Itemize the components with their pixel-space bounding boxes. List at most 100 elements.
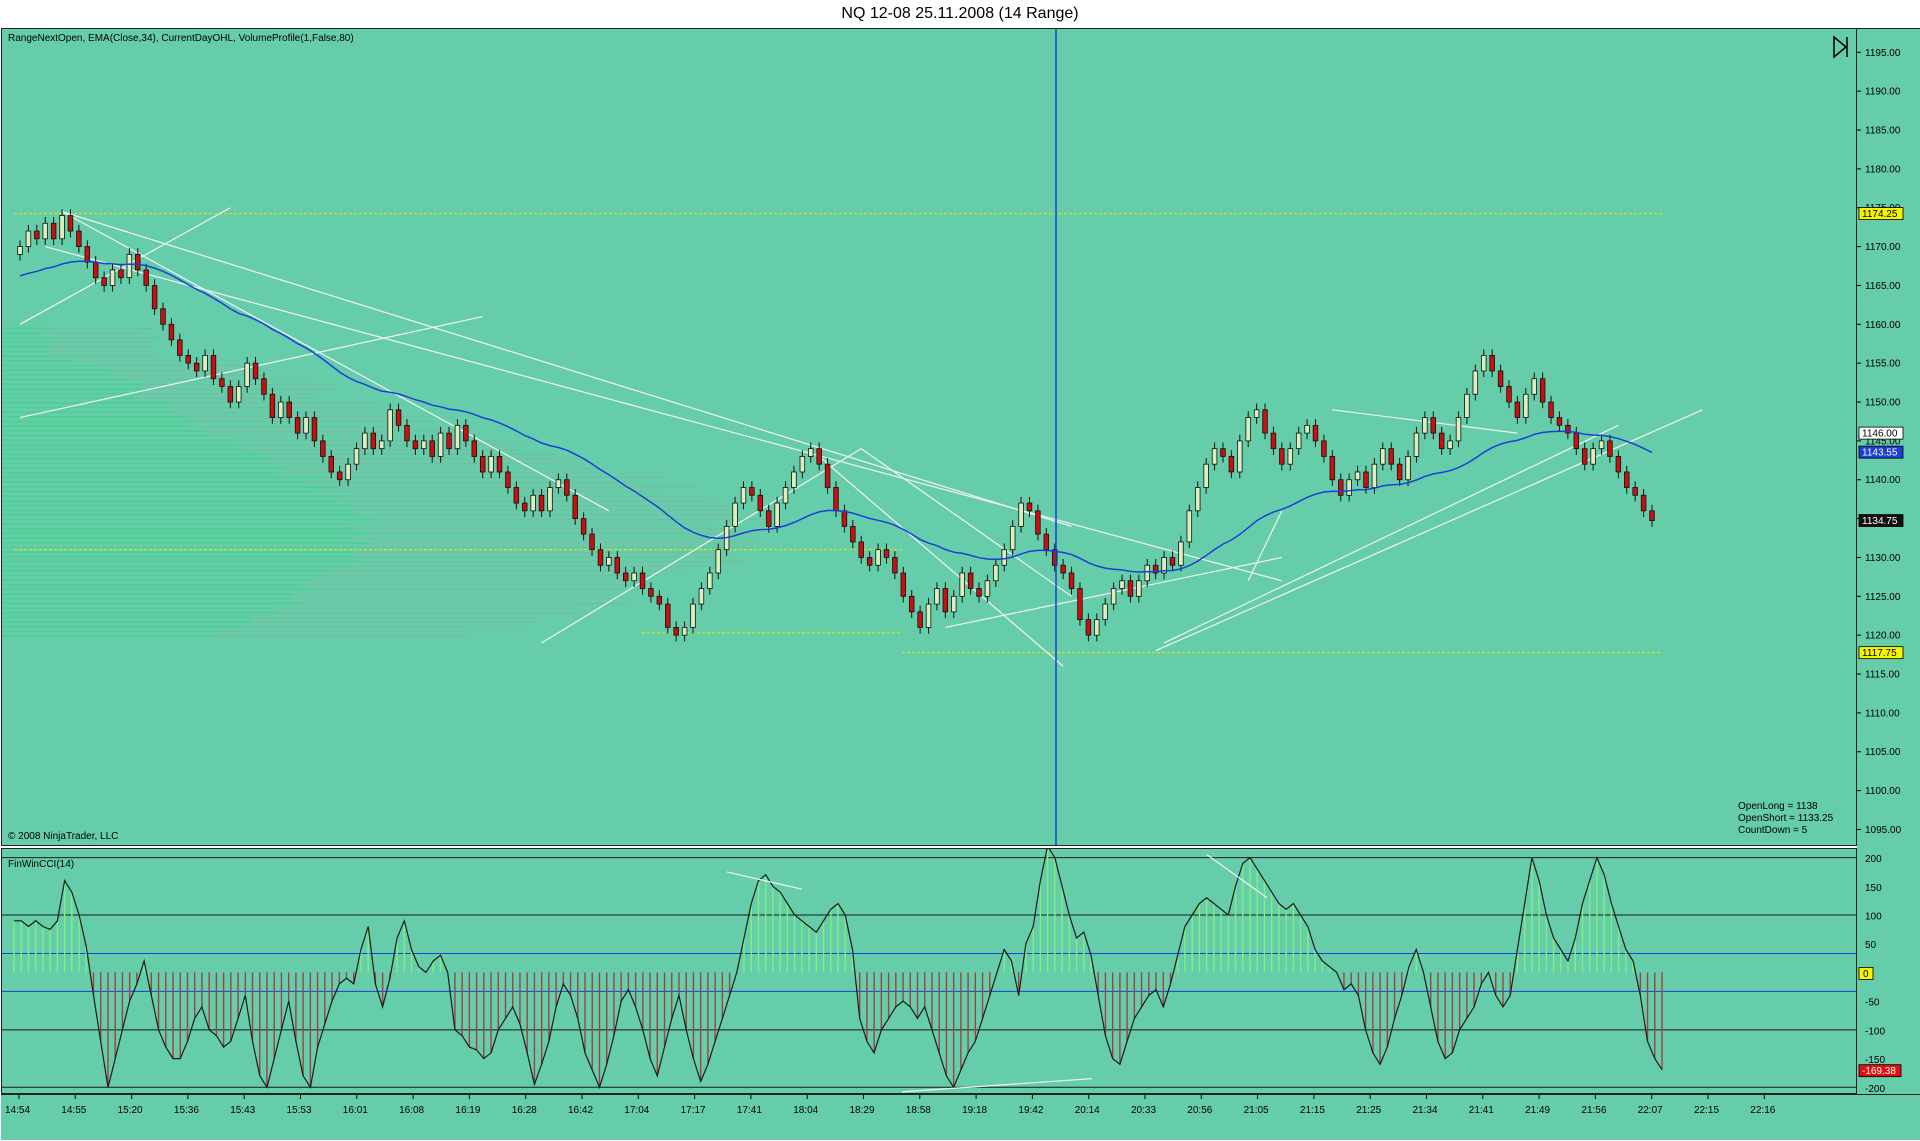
cci-zero-marker-label: 0 (1863, 969, 1869, 980)
volume-profile-bar-tail (351, 552, 725, 553)
forward-arrow-icon[interactable] (1834, 37, 1846, 57)
candle (1296, 427, 1301, 455)
candle (1490, 349, 1495, 377)
candle (396, 404, 401, 432)
candle-body (699, 589, 704, 605)
price-tick-label: 1170.00 (1865, 242, 1901, 253)
candle-body (1397, 464, 1402, 480)
candle (1120, 575, 1125, 595)
price-tick-label: 1120.00 (1865, 631, 1901, 642)
volume-profile-bar-tail (252, 622, 537, 623)
candle (1574, 427, 1579, 455)
cci-chart-svg[interactable] (2, 849, 1856, 1093)
candle-body (1305, 425, 1310, 433)
candle (531, 489, 536, 517)
candle (1162, 551, 1167, 579)
candle-body (548, 488, 553, 511)
volume-profile-bar (2, 495, 348, 497)
candle-body (1254, 410, 1259, 418)
volume-profile-bar-tail (290, 598, 609, 599)
price-pane[interactable]: RangeNextOpen, EMA(Close,34), CurrentDay… (1, 28, 1857, 846)
candle (522, 497, 527, 517)
candle (60, 209, 65, 245)
price-tick-label: 1105.00 (1865, 747, 1901, 758)
volume-profile-bar (2, 374, 109, 376)
candle (43, 217, 48, 245)
volume-profile-bar-tail (213, 631, 463, 632)
candle (1641, 489, 1646, 517)
time-axis[interactable]: 14:54 14:55 15:20 15:36 15:43 15:53 16:01 16:08… (1, 1094, 1920, 1140)
price-marker-label: 1146.00 (1862, 429, 1898, 440)
candle (1280, 442, 1285, 470)
candle (178, 334, 183, 362)
candle-body (371, 433, 376, 449)
volume-profile-bar (2, 617, 250, 619)
candle-body (581, 519, 586, 535)
right-edge-icon[interactable] (1834, 37, 1847, 57)
candle-body (733, 503, 738, 526)
candle (834, 481, 839, 517)
candle (1263, 404, 1268, 440)
candle-body (1271, 433, 1276, 449)
candle (539, 489, 544, 517)
volume-profile-bar (2, 444, 248, 446)
volume-profile-bar (2, 416, 188, 418)
trendline-long-down[interactable] (45, 247, 1282, 581)
volume-profile-bar (2, 351, 49, 353)
axis-svg: 1195.001190.001185.001180.001175.001170.… (1857, 29, 1920, 1095)
candle-body (632, 573, 637, 581)
volume-profile-bar (2, 477, 320, 479)
candle-body (396, 410, 401, 426)
volume-profile-bar-tail (216, 636, 469, 637)
volume-profile-bar-tail (319, 491, 664, 492)
candle-body (977, 589, 982, 597)
candle (758, 489, 763, 517)
volume-profile-bar-tail (246, 626, 525, 627)
trendline-channel-up[interactable] (20, 317, 483, 418)
candle (985, 575, 990, 603)
candle (287, 396, 292, 424)
candle (506, 466, 511, 494)
candle-body (817, 449, 822, 465)
candle (590, 528, 595, 556)
candle (1591, 442, 1596, 470)
candle (994, 559, 999, 587)
candle (464, 419, 469, 447)
candle-body (800, 456, 805, 472)
volume-profile-bar-tail (343, 524, 710, 525)
trendline-short-up[interactable] (1248, 511, 1282, 581)
price-chart-svg[interactable] (2, 29, 1856, 845)
candle-body (135, 254, 140, 270)
chart-title: NQ 12-08 25.11.2008 (14 Range) (0, 0, 1920, 28)
cci-pane[interactable]: FinWinCCI(14) (1, 848, 1857, 1094)
volume-profile-bar-tail (356, 529, 734, 530)
volume-profile-bar (2, 435, 210, 437)
candle (1330, 450, 1335, 486)
candle (581, 512, 586, 540)
order-stats: OpenLong = 1138 OpenShort = 1133.25 Coun… (1738, 801, 1833, 837)
volume-profile-bar (2, 467, 282, 469)
candle (1650, 505, 1655, 527)
candle-body (1195, 488, 1200, 511)
candle-body (413, 441, 418, 449)
candle-body (1608, 441, 1613, 457)
volume-profile-bar (2, 547, 366, 549)
right-price-axis[interactable]: 1195.001190.001185.001180.001175.001170.… (1857, 28, 1920, 1094)
candle-body (480, 456, 485, 472)
price-tick-label: 1160.00 (1865, 320, 1901, 331)
volume-profile-bar (2, 341, 49, 343)
cci-indicator-label: FinWinCCI(14) (8, 859, 74, 870)
candle-body (1439, 433, 1444, 449)
candle-body (68, 216, 73, 232)
candle-body (1221, 449, 1226, 457)
candle-body (960, 573, 965, 596)
volume-profile-bar (2, 542, 371, 544)
trendline-cross-down[interactable] (819, 456, 1063, 666)
candle-body (144, 270, 149, 286)
candle (1221, 442, 1226, 462)
candle-body (295, 418, 300, 434)
candle-body (1490, 355, 1495, 371)
cci-reference-lines (2, 858, 1856, 1088)
candle-body (850, 526, 855, 542)
candle-body (994, 565, 999, 581)
